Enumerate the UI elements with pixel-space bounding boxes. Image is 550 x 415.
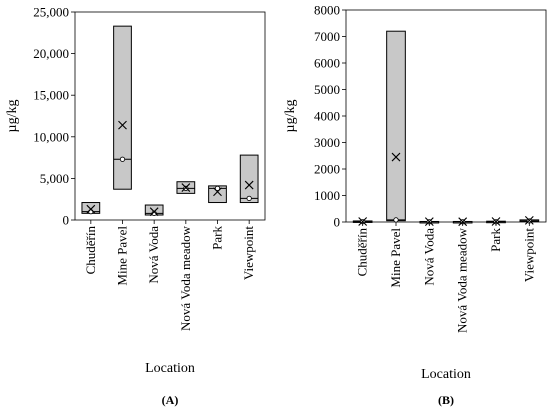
x-category-label: Nová Voda meadow xyxy=(178,225,193,331)
mean-marker-1 xyxy=(86,204,96,214)
panel-label: (A) xyxy=(162,393,179,407)
plot-frame xyxy=(74,11,266,221)
panel-label: (B) xyxy=(438,393,454,407)
x-category-label: Park xyxy=(210,226,225,250)
median-marker-5 xyxy=(214,185,221,191)
y-tick-label: 20,000 xyxy=(33,46,69,61)
panel-b: 0 1000 2000 3000 4000 5000 6000 7000 8000 µg/kg Ch… xyxy=(283,3,547,407)
y-axis-label: µg/kg xyxy=(5,100,20,133)
mean-marker-6 xyxy=(244,180,254,190)
mean-marker-3 xyxy=(424,217,434,226)
mean-marker-3 xyxy=(149,207,159,217)
y-tick-label: 8000 xyxy=(314,3,340,18)
y-tick-label: 1000 xyxy=(314,188,340,203)
mean-marker-2 xyxy=(391,152,401,162)
mean-marker-4 xyxy=(181,183,191,192)
median-marker-2 xyxy=(393,217,399,223)
y-tick-label: 4000 xyxy=(314,109,340,124)
y-tick-label: 10,000 xyxy=(33,129,69,144)
x-category-label: Park xyxy=(488,228,503,252)
y-tick-label: 25,000 xyxy=(33,5,69,20)
y-tick-label: 2000 xyxy=(314,162,340,177)
y-tick-label: 15,000 xyxy=(33,88,69,103)
box-2 xyxy=(386,30,406,222)
y-tick-label: 0 xyxy=(63,213,70,228)
y-tick-label: 5,000 xyxy=(40,171,69,186)
median-marker-2 xyxy=(119,156,126,162)
x-category-label: Nová Voda xyxy=(146,226,161,284)
median-marker-6 xyxy=(246,195,252,201)
x-category-label: Nová Voda xyxy=(421,228,436,286)
x-category-label: Viewpoint xyxy=(241,226,256,280)
mean-marker-1 xyxy=(358,217,368,226)
x-category-label: Mine Pavel xyxy=(388,228,403,288)
panel-a: 0 5,000 10,000 15,000 20,000 25,000 µg/kg Chudě… xyxy=(5,5,266,407)
y-tick-label: 3000 xyxy=(314,135,340,150)
y-tick-label: 7000 xyxy=(314,29,340,44)
median-marker-4 xyxy=(183,185,189,191)
plot-frame xyxy=(345,9,547,223)
x-category-label: Nová Voda meadow xyxy=(455,227,470,333)
x-category-label: Mine Pavel xyxy=(115,226,130,286)
x-axis-label: Location xyxy=(145,361,195,376)
x-category-label: Chuděřín xyxy=(355,228,370,277)
y-axis-label: µg/kg xyxy=(283,100,298,133)
mean-marker-5 xyxy=(491,217,501,226)
y-tick-label: 6000 xyxy=(314,56,340,71)
box-6 xyxy=(239,154,259,204)
x-category-label: Viewpoint xyxy=(521,228,536,282)
x-category-label: Chuděřín xyxy=(83,226,98,275)
mean-marker-2 xyxy=(118,120,127,130)
x-axis-label: Location xyxy=(421,367,471,382)
y-tick-label: 0 xyxy=(334,215,341,230)
mean-marker-4 xyxy=(458,217,468,227)
mean-marker-6 xyxy=(524,216,534,225)
box-2 xyxy=(113,25,132,190)
y-tick-label: 5000 xyxy=(314,82,340,97)
mean-marker-5 xyxy=(213,187,222,197)
